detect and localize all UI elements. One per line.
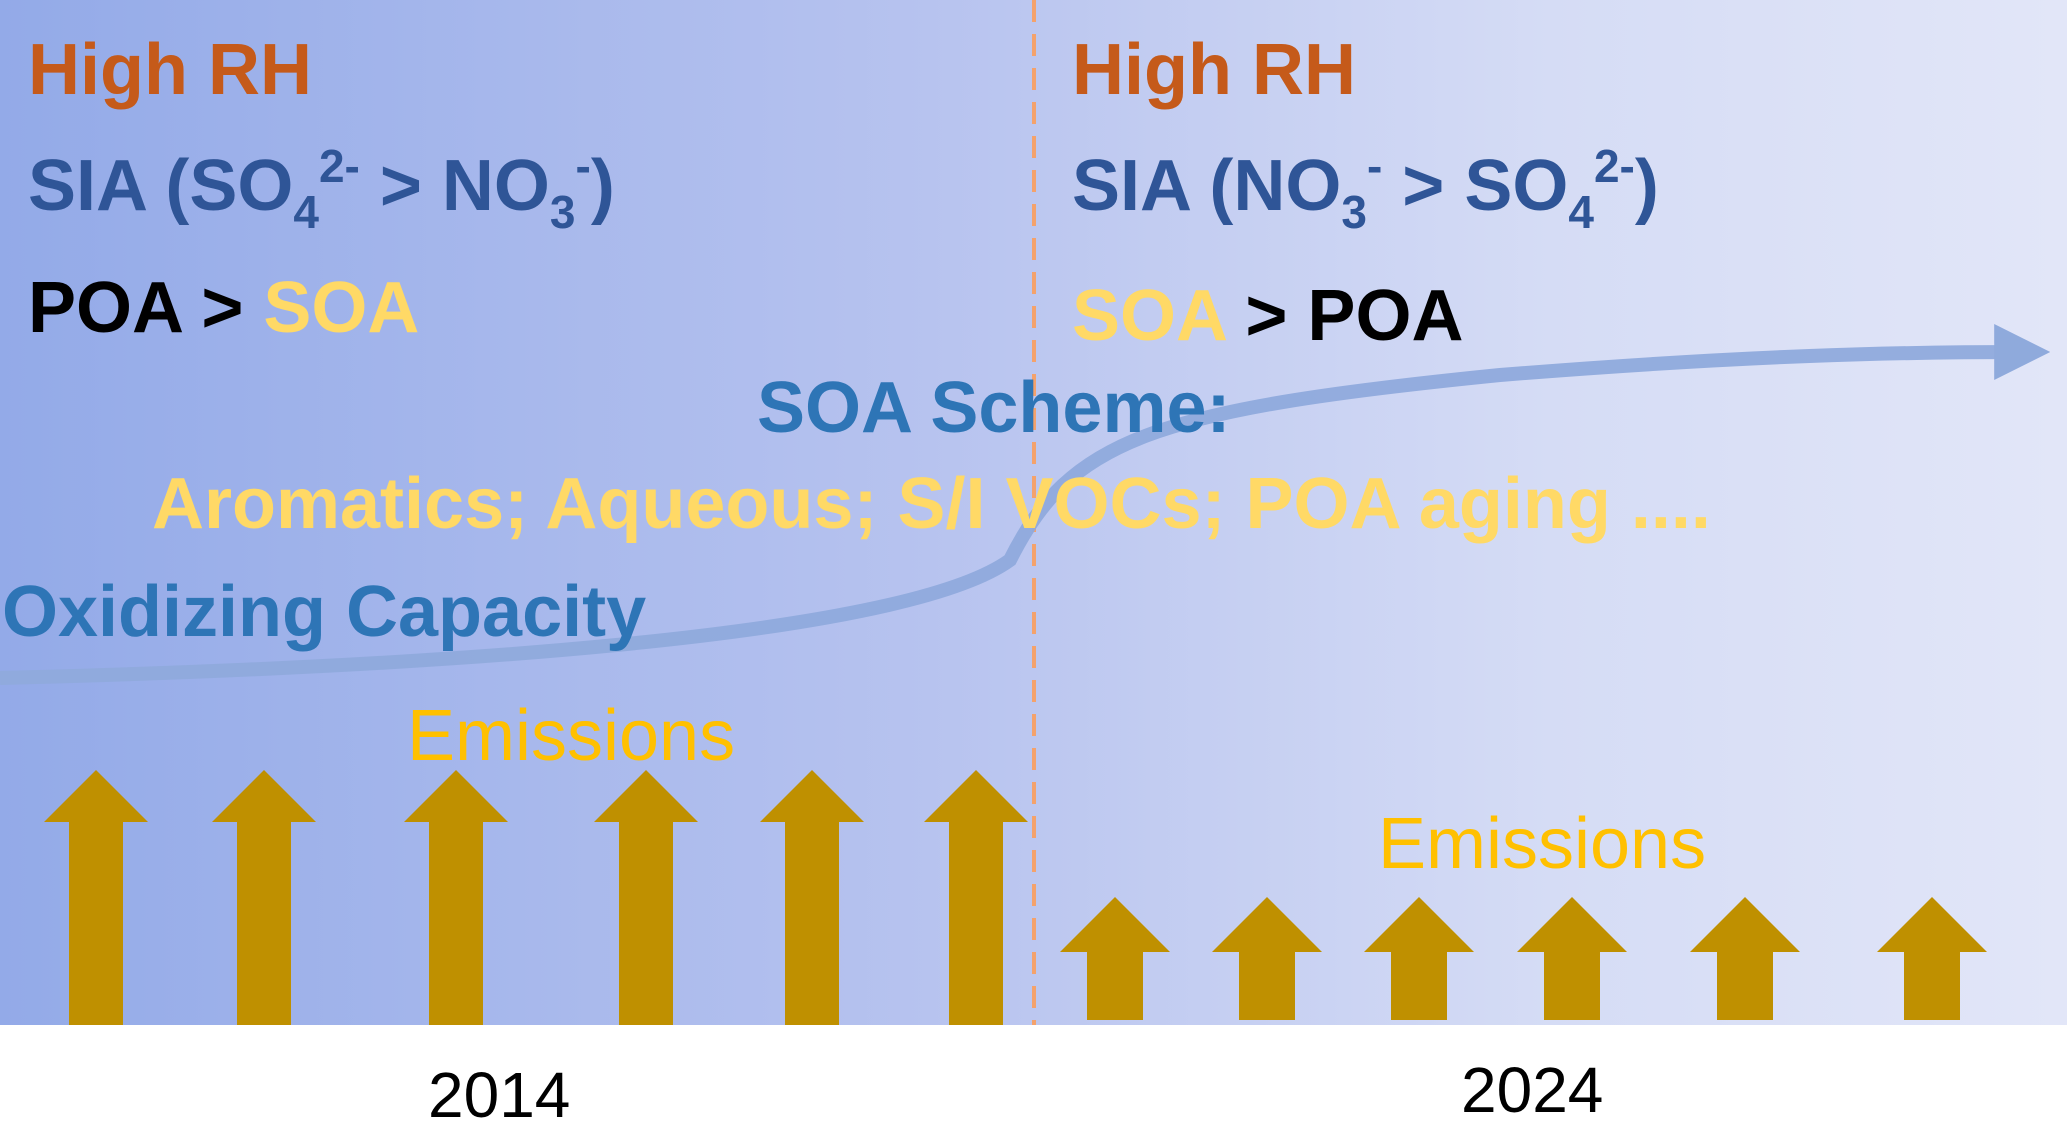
soa-scheme-title: SOA Scheme: [757, 368, 1231, 448]
emission-arrow-2014 [212, 770, 316, 1025]
oxidizing-capacity-label: Oxidizing Capacity [2, 572, 647, 652]
year-label-2014: 2014 [428, 1059, 571, 1131]
emission-arrow-2014 [924, 770, 1028, 1025]
oxidizing-capacity-curve [0, 324, 2051, 685]
emission-arrow-2024 [1877, 897, 1987, 1020]
emission-arrow-2014 [594, 770, 698, 1025]
year-label-2024: 2024 [1461, 1054, 1604, 1126]
sia-ratio-2014: SIA (SO42- > NO3-) [28, 140, 615, 238]
emission-arrow-2014 [44, 770, 148, 1025]
emission-arrow-2024 [1060, 897, 1170, 1020]
soa-scheme-mechanisms: Aromatics; Aqueous; S/I VOCs; POA aging … [152, 464, 1711, 544]
emission-arrow-2014 [404, 770, 508, 1025]
high-rh-2024: High RH [1072, 30, 1356, 110]
emission-arrow-2024 [1212, 897, 1322, 1020]
poa-soa-ratio-2014: POA > SOA [28, 268, 420, 348]
emission-arrow-2024 [1690, 897, 1800, 1020]
emission-arrow-2014 [760, 770, 864, 1025]
emissions-label-2024: Emissions [1378, 804, 1707, 884]
soa-poa-ratio-2024: SOA > POA [1072, 276, 1464, 356]
emissions-label-2014: Emissions [407, 696, 736, 776]
high-rh-2014: High RH [28, 30, 312, 110]
emission-arrow-2024 [1517, 897, 1627, 1020]
emission-arrow-2024 [1364, 897, 1474, 1020]
sia-ratio-2024: SIA (NO3- > SO42-) [1072, 140, 1659, 238]
